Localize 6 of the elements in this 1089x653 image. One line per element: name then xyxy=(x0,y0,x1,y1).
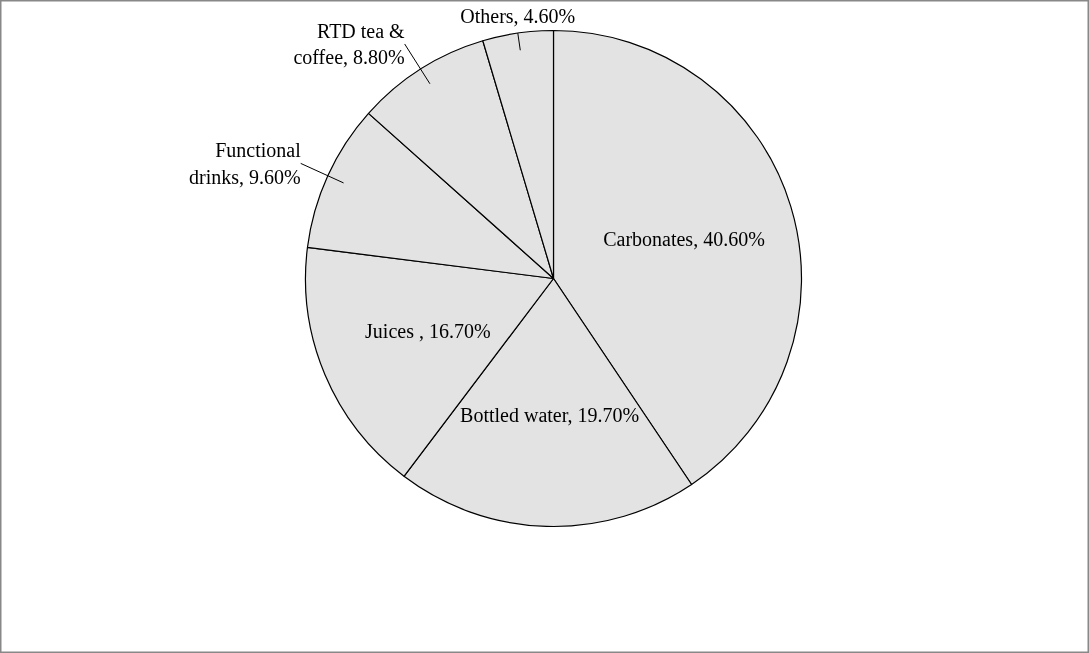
slice-label: Functional drinks, 9.60% xyxy=(189,139,302,188)
slice-label: RTD tea & coffee, 8.80% xyxy=(293,19,406,69)
slice-label: Others, 4.60% xyxy=(460,5,576,28)
slice-label: Carbonates, 40.60% xyxy=(603,227,765,250)
slice-label: Bottled water, 19.70% xyxy=(460,403,640,426)
slice-label: Juices , 16.70% xyxy=(365,320,491,343)
